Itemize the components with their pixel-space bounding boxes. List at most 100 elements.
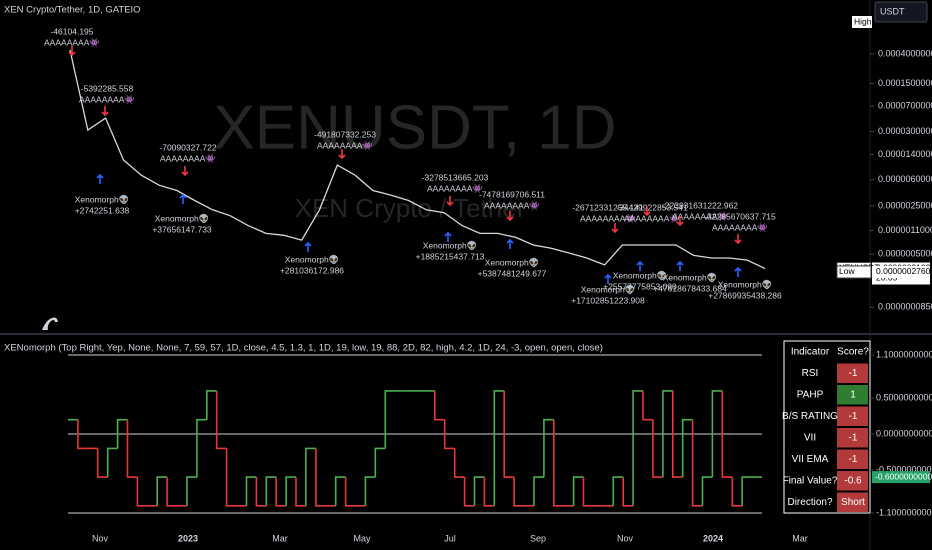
indicator-step <box>463 477 475 507</box>
sell-arrow <box>734 234 742 245</box>
sell-value: -491807332.253 <box>314 129 376 139</box>
row-name: B/S RATING <box>782 411 838 422</box>
x-tick-label: Jul <box>444 533 456 543</box>
sell-arrow <box>338 149 346 160</box>
row-name: VII EMA <box>792 454 829 465</box>
buy-value: +27869935438.286 <box>708 290 782 300</box>
buy-tag: Xenomorph👽 <box>285 254 340 264</box>
price-tag <box>872 265 930 278</box>
chart-title: XEN Crypto/Tether, 1D, GATEIO <box>4 5 141 16</box>
high-tag-box <box>852 16 872 28</box>
y-tick-label: 0.0000025000 <box>878 200 932 210</box>
sell-value: -223931631222.962 <box>662 200 738 210</box>
sell-tag: AAAAAAAA👾 <box>484 200 540 210</box>
sell-arrow <box>506 211 514 222</box>
indicator-step <box>711 390 723 478</box>
buy-value: +281036172.986 <box>280 265 344 275</box>
row-score: -1 <box>849 368 858 379</box>
indicator-step <box>731 477 743 507</box>
y-tick-label: 0.0000140000 <box>878 149 932 159</box>
indicator-step <box>285 476 296 506</box>
sell-arrow <box>181 166 189 177</box>
score-cell <box>837 428 868 448</box>
buy-arrow <box>304 241 312 252</box>
sell-value: -7478169706.511 <box>479 189 545 199</box>
sell-arrow <box>643 206 651 217</box>
table-header: Indicator <box>791 346 830 357</box>
indicator-step <box>493 390 505 506</box>
indicator-step <box>136 477 148 507</box>
indicator-step <box>344 477 356 507</box>
sell-arrow <box>446 196 454 207</box>
price-tag-name-box <box>836 265 872 279</box>
watermark: XENUSDT, 1D <box>213 93 616 162</box>
buy-value: +37656147.733 <box>152 224 212 234</box>
sell-tag: AAAAAAAA👾 <box>44 37 100 47</box>
y-tick-label: -0.5000000000 <box>876 464 932 474</box>
buy-tag: Xenomorph👽 <box>663 272 718 282</box>
row-score: 1 <box>850 389 856 400</box>
y-tick-label: -1.1000000000 <box>876 507 932 517</box>
row-score: -1 <box>849 432 858 443</box>
x-tick-label: Mar <box>272 533 288 543</box>
x-tick-label: Mar <box>792 533 808 543</box>
y-tick-label: 1.1000000000 <box>876 349 932 359</box>
price-line <box>69 49 766 270</box>
y-tick-label: 0.0004000000 <box>878 48 932 58</box>
indicator-step <box>434 390 445 421</box>
buy-arrow <box>676 260 684 271</box>
indicator-step <box>582 477 594 507</box>
sell-tag: AAAAAAAA👾 <box>317 140 373 150</box>
x-tick-label: 2023 <box>178 533 198 543</box>
logo <box>42 317 58 330</box>
sell-arrow <box>101 106 109 117</box>
score-table: Indicator Score? RSI -1 PAHP 1 B/S RATING -1 VII… <box>782 340 871 514</box>
row-name: Direction? <box>787 497 832 508</box>
indicator-step <box>652 419 663 478</box>
buy-tag: Xenomorph👽 <box>613 270 668 280</box>
x-tick-label: Nov <box>92 533 109 543</box>
price-tag-name: Low <box>839 266 855 276</box>
y-tick-label: 0.0001500000 <box>878 78 932 88</box>
indicator-step <box>275 477 287 507</box>
score-cell <box>837 471 868 491</box>
row-score: Short <box>841 497 865 508</box>
indicator-step <box>453 448 465 478</box>
row-name: VII <box>804 432 816 443</box>
indicator-step <box>632 390 643 506</box>
sell-value: -26712331255.141 <box>572 202 644 212</box>
indicator-step <box>513 477 525 507</box>
indicator-step <box>225 448 237 507</box>
indicator-step <box>156 476 168 506</box>
value-tag <box>872 471 930 484</box>
indicator-step <box>533 476 544 506</box>
indicator-step <box>721 390 733 478</box>
indicator-step <box>364 476 376 506</box>
buy-tag: Xenomorph👽 <box>718 279 773 289</box>
indicator-step <box>662 390 673 478</box>
sell-tag: AAAAAAAA👾 <box>672 211 728 221</box>
row-name: PAHP <box>797 389 824 400</box>
currency-button[interactable] <box>874 1 928 23</box>
currency-label: USDT <box>880 6 905 16</box>
y-tick-label: 0.0000011000 <box>878 225 932 235</box>
buy-value: +1885215437.713 <box>416 251 485 261</box>
indicator-step <box>741 476 753 506</box>
buy-value: +2742251.638 <box>75 205 130 215</box>
indicator-step <box>96 448 108 478</box>
indicator-step <box>374 447 386 478</box>
indicator-step <box>116 418 128 449</box>
sell-value: -5392285.558 <box>81 83 134 93</box>
indicator-step <box>265 476 277 506</box>
y-tick-label: 0.0000060000 <box>878 174 932 184</box>
sell-arrow <box>611 223 619 234</box>
row-name: RSI <box>802 368 819 379</box>
indicator-step <box>572 476 584 506</box>
buy-tag: Xenomorph👽 <box>581 284 636 294</box>
indicator-step <box>612 476 624 506</box>
x-tick-label: Nov <box>617 533 634 543</box>
score-cell <box>837 449 868 469</box>
sell-arrow <box>68 46 76 57</box>
